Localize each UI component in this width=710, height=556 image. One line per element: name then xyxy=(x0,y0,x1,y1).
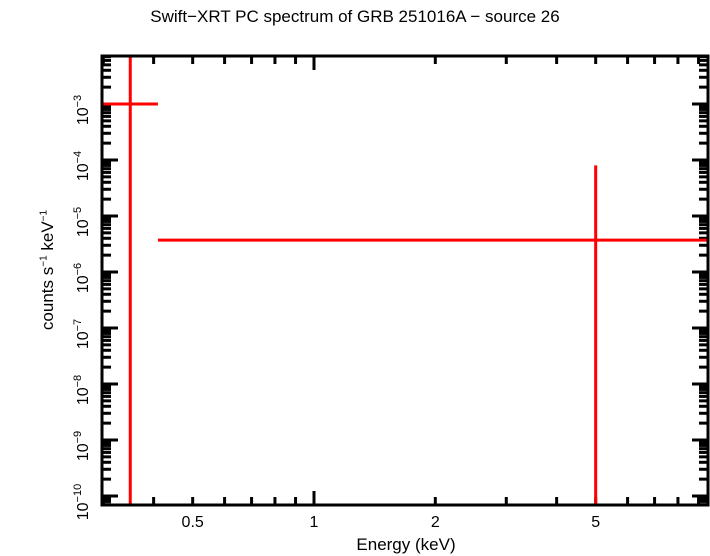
data-point xyxy=(103,56,158,505)
y-axis-label-exponent: −1 xyxy=(38,255,50,267)
svg-text:10−10: 10−10 xyxy=(72,484,92,520)
y-tick-label: 10−9 xyxy=(72,431,92,461)
svg-text:10−5: 10−5 xyxy=(72,207,92,237)
svg-text:10−8: 10−8 xyxy=(72,375,92,405)
x-tick-label: 5 xyxy=(591,514,600,531)
y-tick-label: 10−10 xyxy=(72,484,92,520)
chart-title-container: Swift−XRT PC spectrum of GRB 251016A − s… xyxy=(0,0,710,40)
x-tick-label: 2 xyxy=(431,514,440,531)
x-tick-label: 1 xyxy=(310,514,319,531)
axis-tick-labels: 0.5 1 2 5 10−3 10−4 10−5 10−6 10−7 10−8 10−9 10−10 xyxy=(72,95,600,531)
y-axis-label-text: counts s xyxy=(38,266,57,331)
y-axis-label-unit: keV xyxy=(38,221,57,256)
svg-text:10−9: 10−9 xyxy=(72,431,92,461)
svg-text:10−6: 10−6 xyxy=(72,263,92,293)
x-axis-label: Energy (keV) xyxy=(356,535,456,554)
y-tick-label: 10−7 xyxy=(72,319,92,349)
y-tick-label: 10−3 xyxy=(72,95,92,125)
svg-text:10−4: 10−4 xyxy=(72,151,92,181)
x-tick-label: 0.5 xyxy=(182,514,204,531)
y-tick-label: 10−6 xyxy=(72,263,92,293)
plot-frame xyxy=(100,54,710,507)
data-point xyxy=(157,165,708,505)
y-tick-label: 10−5 xyxy=(72,207,92,237)
y-tick-label: 10−4 xyxy=(72,151,92,181)
y-axis-label-exponent: −1 xyxy=(38,209,50,222)
svg-text:10−7: 10−7 xyxy=(72,319,92,349)
chart-title: Swift−XRT PC spectrum of GRB 251016A − s… xyxy=(150,7,560,26)
data-series xyxy=(103,56,708,505)
svg-text:10−3: 10−3 xyxy=(72,95,92,125)
y-axis-label: counts s−1 keV−1 xyxy=(38,210,58,330)
axis-ticks xyxy=(101,55,708,507)
y-tick-label: 10−8 xyxy=(72,375,92,405)
